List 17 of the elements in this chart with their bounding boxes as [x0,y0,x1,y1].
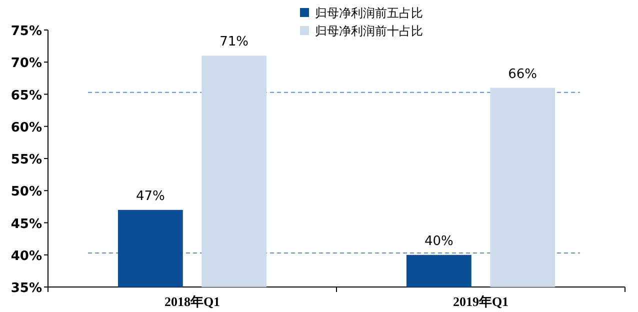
legend-label: 归母净利润前十占比 [315,24,423,38]
data-label: 66% [508,66,538,82]
y-tick-label: 65% [10,88,42,104]
y-tick-label: 55% [10,152,42,168]
y-tick-label: 75% [10,24,42,39]
y-tick-label: 35% [10,281,42,296]
y-tick-label: 50% [10,184,42,200]
y-tick-label: 40% [10,248,42,264]
legend-label: 归母净利润前五占比 [315,6,423,20]
data-label: 47% [136,188,165,204]
x-tick-label: 2018年Q1 [164,294,220,309]
data-label: 71% [220,34,249,50]
y-tick-label: 70% [10,56,42,72]
x-tick-label: 2019年Q1 [452,294,509,309]
y-tick-label: 45% [10,216,42,232]
y-tick-label: 60% [10,120,42,136]
data-label: 40% [424,234,454,249]
